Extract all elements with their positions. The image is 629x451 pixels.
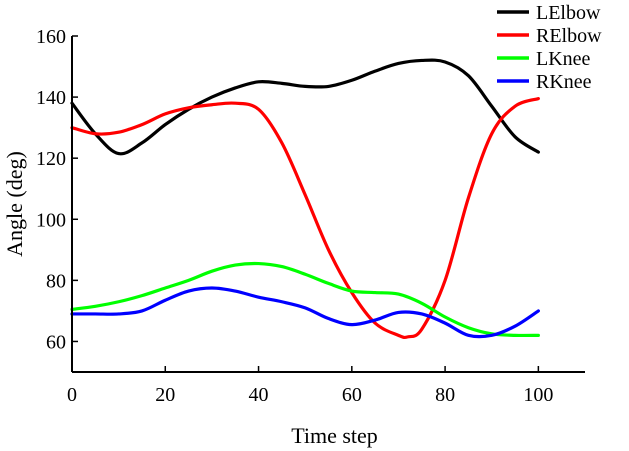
y-axis-ticks: 60 80 100 120 140 160	[36, 26, 78, 353]
x-tick-label: 60	[342, 384, 362, 406]
y-tick-label: 100	[36, 209, 66, 231]
x-tick-label: 40	[249, 384, 269, 406]
legend-label-rknee: RKnee	[536, 71, 592, 93]
y-axis-title: Angle (deg)	[2, 151, 27, 257]
series-line-relbow	[70, 97, 540, 340]
x-tick-label: 0	[67, 384, 77, 406]
x-axis-title: Time step	[291, 423, 378, 448]
y-tick-label: 60	[46, 331, 66, 353]
y-tick-label: 160	[36, 26, 66, 48]
series-line-rknee	[70, 286, 540, 339]
legend-label-lelbow: LElbow	[536, 2, 601, 24]
x-tick-label: 100	[523, 384, 553, 406]
y-tick-label: 80	[46, 270, 66, 292]
x-tick-label: 20	[155, 384, 175, 406]
series-lines	[70, 58, 540, 340]
x-tick-label: 80	[435, 384, 455, 406]
series-line-lelbow	[70, 58, 540, 156]
legend-label-lknee: LKnee	[536, 48, 591, 70]
legend-label-relbow: RElbow	[536, 25, 602, 47]
y-tick-label: 120	[36, 148, 66, 170]
y-tick-label: 140	[36, 87, 66, 109]
series-line-lknee	[70, 261, 540, 338]
